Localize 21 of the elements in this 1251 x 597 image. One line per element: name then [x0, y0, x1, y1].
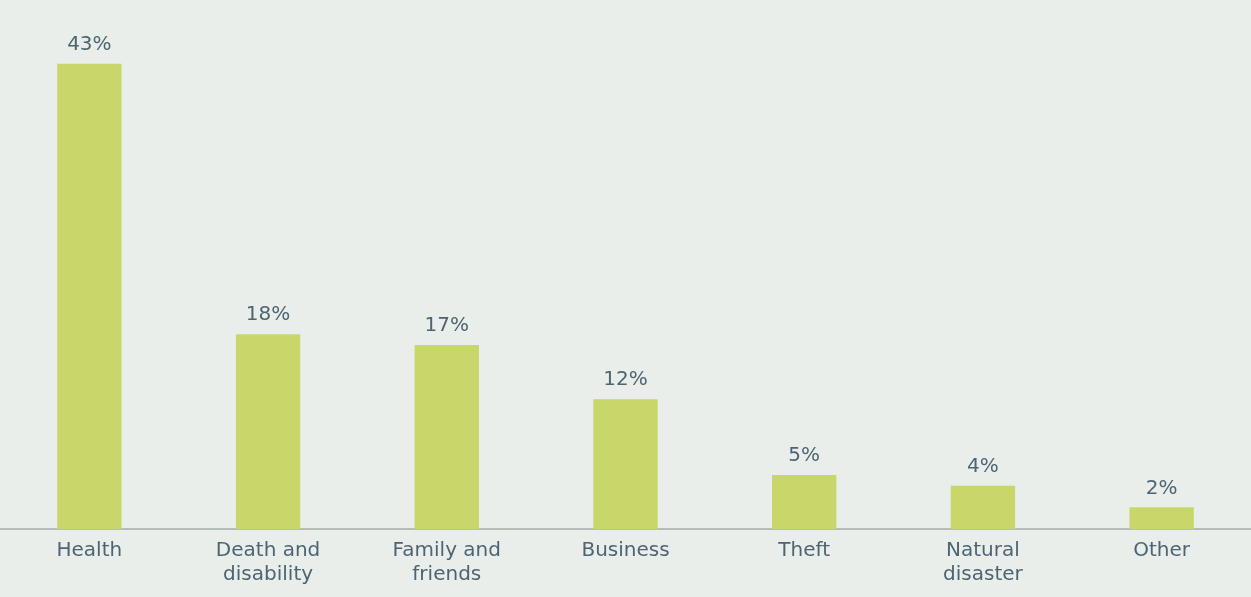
- bar: [235, 334, 301, 529]
- x-tick-label: Other: [1133, 537, 1191, 562]
- data-label: 5%: [788, 442, 821, 467]
- data-label: 4%: [967, 452, 999, 477]
- bar: [772, 474, 837, 529]
- bar: [1129, 507, 1194, 529]
- data-label: 17%: [424, 312, 470, 337]
- bar: [57, 63, 122, 529]
- x-tick-label: Death and disability: [215, 537, 321, 586]
- bar: [593, 399, 658, 529]
- x-tick-label: Health: [56, 537, 123, 562]
- x-tick-label: Theft: [777, 537, 831, 562]
- x-tick-label: Business: [581, 537, 670, 562]
- x-tick-label: Family and friends: [392, 537, 501, 586]
- data-label: 43%: [67, 30, 112, 55]
- data-label: 18%: [245, 301, 291, 326]
- x-tick-label: Natural disaster: [943, 537, 1024, 586]
- bar: [950, 485, 1016, 529]
- bar: [414, 345, 479, 529]
- data-label: 12%: [603, 366, 648, 391]
- data-label: 2%: [1145, 474, 1178, 499]
